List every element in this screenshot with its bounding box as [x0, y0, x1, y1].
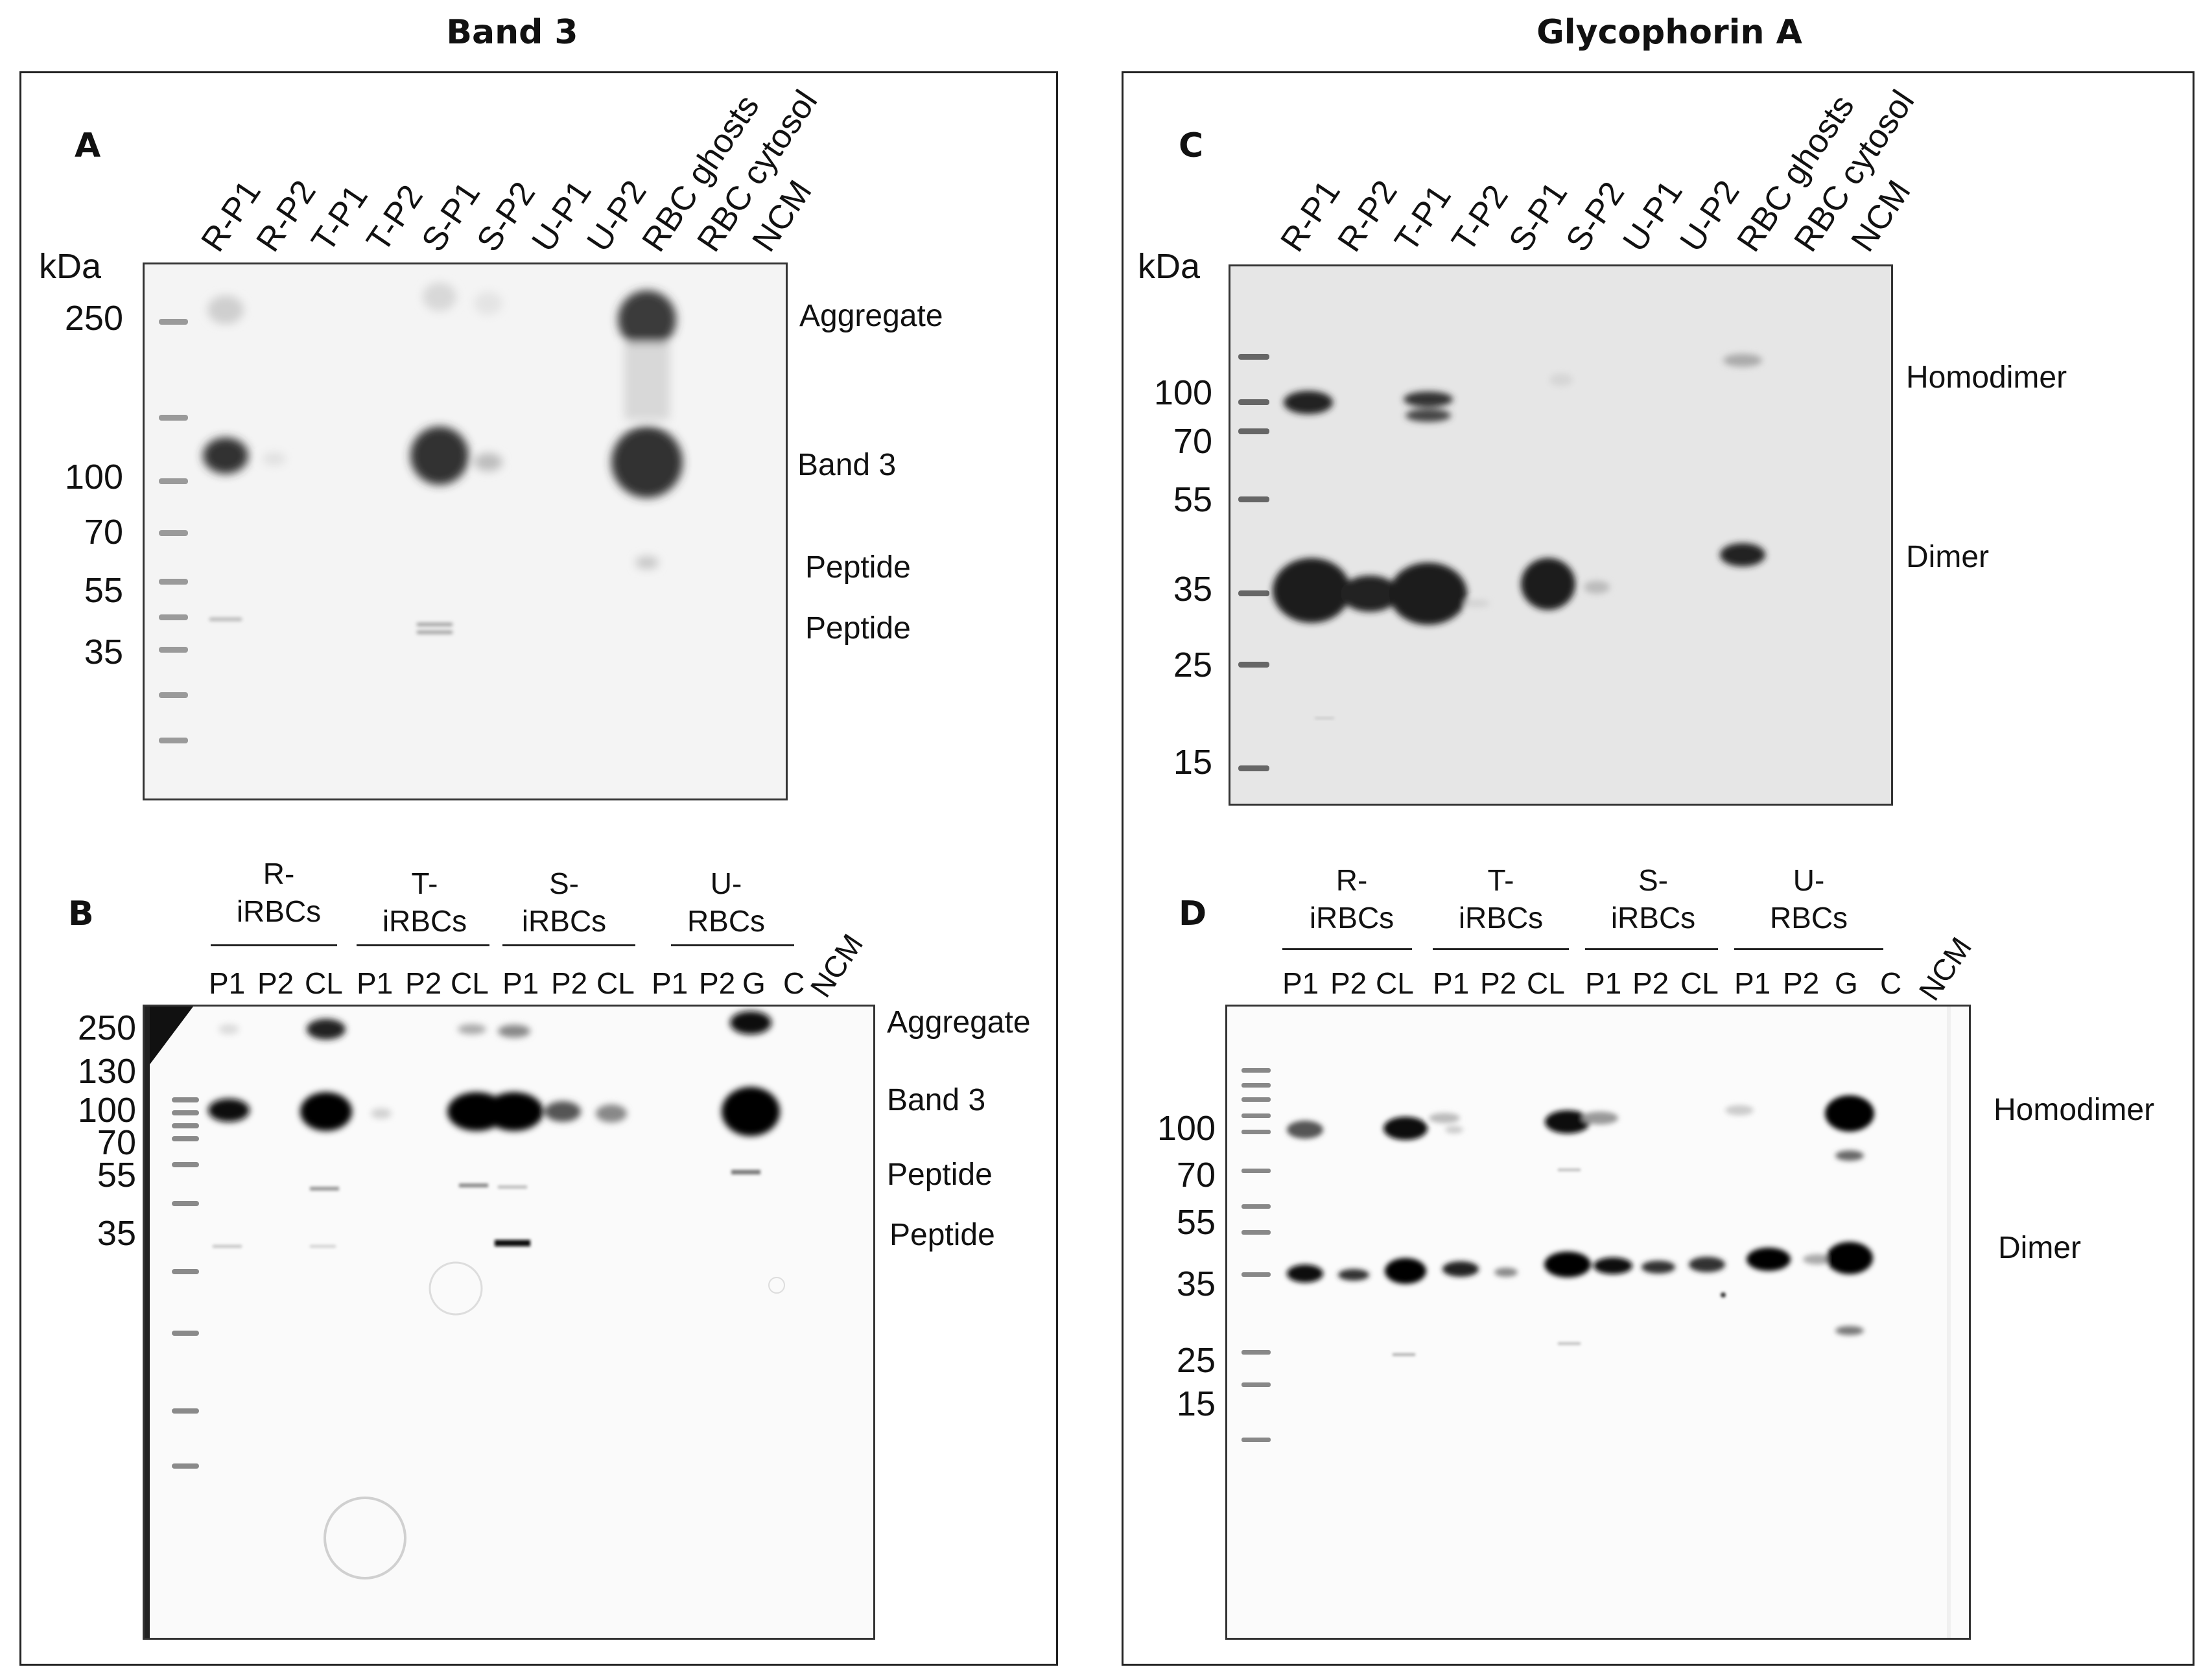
panel-a-blot — [143, 262, 788, 800]
panel-a-annotation: Aggregate — [799, 299, 943, 333]
panel-c-marker-label: 15 — [1173, 743, 1212, 782]
panel-d-lane-label: P1 — [1585, 966, 1622, 1000]
panel-b-lane-label: CL — [451, 966, 489, 1000]
panel-b-marker-label: 100 — [77, 1091, 136, 1130]
panel-c-annotation: Dimer — [1906, 540, 1989, 574]
panel-d-group-label: U- RBCs — [1769, 863, 1848, 935]
panel-d-lane-label: C — [1880, 966, 1902, 1000]
panel-d-annotation: Dimer — [1998, 1231, 2081, 1265]
panel-d-annotation: Homodimer — [1994, 1093, 2155, 1127]
panel-a-annotation: Peptide — [805, 550, 911, 585]
panel-c-marker-label: 100 — [1153, 373, 1212, 412]
panel-c-annotation: Homodimer — [1906, 360, 2067, 395]
panel-b-marker-label: 130 — [77, 1052, 136, 1091]
panel-d-marker-label: 55 — [1176, 1203, 1216, 1242]
panel-b-group-line — [671, 944, 794, 946]
panel-b-group-line — [357, 944, 489, 946]
panel-d-marker-label: 15 — [1176, 1384, 1216, 1423]
panel-d-marker-label: 100 — [1157, 1109, 1216, 1148]
panel-d-lane-label: P1 — [1734, 966, 1771, 1000]
panel-d-lane-label: CL — [1376, 966, 1414, 1000]
panel-d-lane-label: G — [1835, 966, 1858, 1000]
panel-d-lane-label: P2 — [1330, 966, 1367, 1000]
panel-b-group-line — [502, 944, 635, 946]
panel-b-annotation: Band 3 — [887, 1083, 986, 1117]
panel-b-label: B — [68, 894, 94, 933]
panel-d-marker-label: 70 — [1176, 1156, 1216, 1194]
panel-b-lane-label: P1 — [357, 966, 394, 1000]
panel-b-lane-label: P1 — [209, 966, 246, 1000]
panel-b-lane-label: P2 — [551, 966, 588, 1000]
panel-d-lane-label: P1 — [1282, 966, 1319, 1000]
panel-a-marker-label: 250 — [64, 299, 123, 338]
panel-b-marker-label: 250 — [77, 1008, 136, 1047]
panel-d-group-line — [1734, 948, 1883, 950]
panel-c-kda-label: kDa — [1138, 247, 1201, 286]
panel-a-label: A — [75, 126, 101, 165]
panel-a-marker-label: 70 — [84, 513, 123, 552]
panel-d-group-line — [1433, 948, 1569, 950]
panel-b-lane-label: G — [742, 966, 766, 1000]
panel-c-marker-label: 35 — [1173, 570, 1212, 609]
panel-b-lane-label: P2 — [257, 966, 294, 1000]
panel-b-lane-label: CL — [305, 966, 343, 1000]
panel-d-label: D — [1179, 894, 1207, 933]
panel-b-group-label: T-iRBCs — [382, 867, 467, 938]
panel-b-lane-label: P1 — [502, 966, 539, 1000]
panel-c-marker-label: 25 — [1173, 646, 1212, 684]
panel-c-blot — [1229, 264, 1893, 806]
panel-d-blot — [1225, 1005, 1971, 1640]
band3-column-title: Band 3 — [446, 13, 578, 52]
panel-a-kda-label: kDa — [39, 247, 102, 286]
panel-b-blot — [143, 1005, 875, 1640]
panel-d-group-label: T-iRBCs — [1458, 863, 1544, 935]
panel-d-group-label: R-iRBCs — [1309, 863, 1394, 935]
panel-d-marker-label: 35 — [1176, 1264, 1216, 1303]
panel-b-lane-label: P2 — [405, 966, 442, 1000]
panel-b-annotation: Peptide — [889, 1218, 995, 1252]
panel-a-marker-label: 100 — [64, 458, 123, 496]
panel-a-annotation: Band 3 — [797, 448, 897, 482]
panel-b-lane-label: P2 — [699, 966, 736, 1000]
panel-b-lane-label: C — [783, 966, 805, 1000]
panel-b-marker-label: 55 — [97, 1156, 136, 1194]
panel-c-marker-label: 55 — [1173, 480, 1212, 519]
glycophorin-column-title: Glycophorin A — [1536, 13, 1802, 52]
panel-b-lane-label: P1 — [652, 966, 688, 1000]
panel-d-lane-label: P2 — [1632, 966, 1669, 1000]
panel-c-label: C — [1179, 126, 1204, 165]
panel-b-annotation: Peptide — [887, 1158, 993, 1192]
panel-b-marker-label: 35 — [97, 1214, 136, 1253]
panel-d-lane-label: P2 — [1783, 966, 1820, 1000]
panel-b-group-label: U- RBCs — [687, 867, 766, 938]
panel-d-group-label: S-iRBCs — [1610, 863, 1696, 935]
panel-d-lane-label: P2 — [1480, 966, 1517, 1000]
panel-b-group-label: R-iRBCs — [236, 857, 322, 928]
panel-b-marker-label: 70 — [97, 1123, 136, 1162]
panel-d-marker-label: 25 — [1176, 1341, 1216, 1380]
panel-b-annotation: Aggregate — [887, 1005, 1031, 1040]
panel-d-group-line — [1282, 948, 1412, 950]
panel-d-group-line — [1585, 948, 1718, 950]
panel-d-lane-label: CL — [1680, 966, 1719, 1000]
panel-b-lane-label: CL — [596, 966, 635, 1000]
panel-a-marker-label: 35 — [84, 633, 123, 671]
panel-a-annotation: Peptide — [805, 611, 911, 646]
panel-b-group-line — [211, 944, 337, 946]
panel-a-marker-label: 55 — [84, 571, 123, 610]
panel-d-lane-label: CL — [1527, 966, 1565, 1000]
panel-c-marker-label: 70 — [1173, 422, 1212, 461]
panel-b-group-label: S-iRBCs — [521, 867, 607, 938]
panel-d-lane-label: P1 — [1433, 966, 1470, 1000]
